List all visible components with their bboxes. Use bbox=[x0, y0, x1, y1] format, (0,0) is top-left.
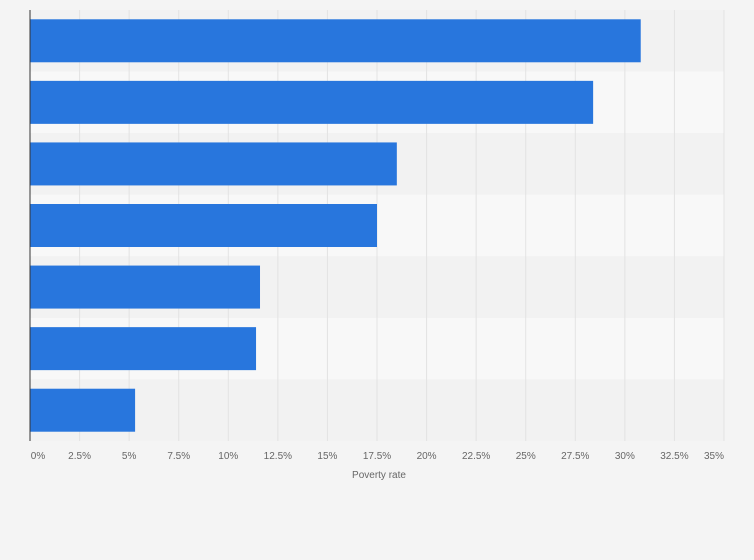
x-tick-label: 15% bbox=[317, 451, 337, 462]
bar[interactable] bbox=[30, 327, 257, 371]
x-tick-label: 12.5% bbox=[264, 451, 292, 462]
x-tick-label: 25% bbox=[516, 451, 536, 462]
x-tick-label: 20% bbox=[417, 451, 437, 462]
bars bbox=[30, 19, 641, 432]
x-tick-label: 5% bbox=[122, 451, 137, 462]
x-tick-label: 32.5% bbox=[660, 451, 688, 462]
x-axis-title: Poverty rate bbox=[352, 470, 406, 481]
bar[interactable] bbox=[30, 388, 136, 432]
x-tick-label: 2.5% bbox=[68, 451, 91, 462]
bar[interactable] bbox=[30, 80, 594, 124]
bar[interactable] bbox=[30, 19, 641, 63]
bar[interactable] bbox=[30, 204, 377, 247]
x-tick-label: 0% bbox=[31, 451, 46, 462]
x-tick-label: 7.5% bbox=[167, 451, 190, 462]
x-tick-label: 22.5% bbox=[462, 451, 490, 462]
x-axis-tick-labels: 0% 2.5% 5% 7.5% 10% 12.5% 15% 17.5% 20% 22.5% 25% 2… bbox=[31, 451, 724, 462]
bar[interactable] bbox=[30, 265, 261, 309]
x-tick-label: 10% bbox=[218, 451, 238, 462]
x-tick-label: 27.5% bbox=[561, 451, 589, 462]
bar[interactable] bbox=[30, 142, 397, 186]
x-tick-label: 35% bbox=[704, 451, 724, 462]
x-tick-label: 17.5% bbox=[363, 451, 391, 462]
x-tick-label: 30% bbox=[615, 451, 635, 462]
